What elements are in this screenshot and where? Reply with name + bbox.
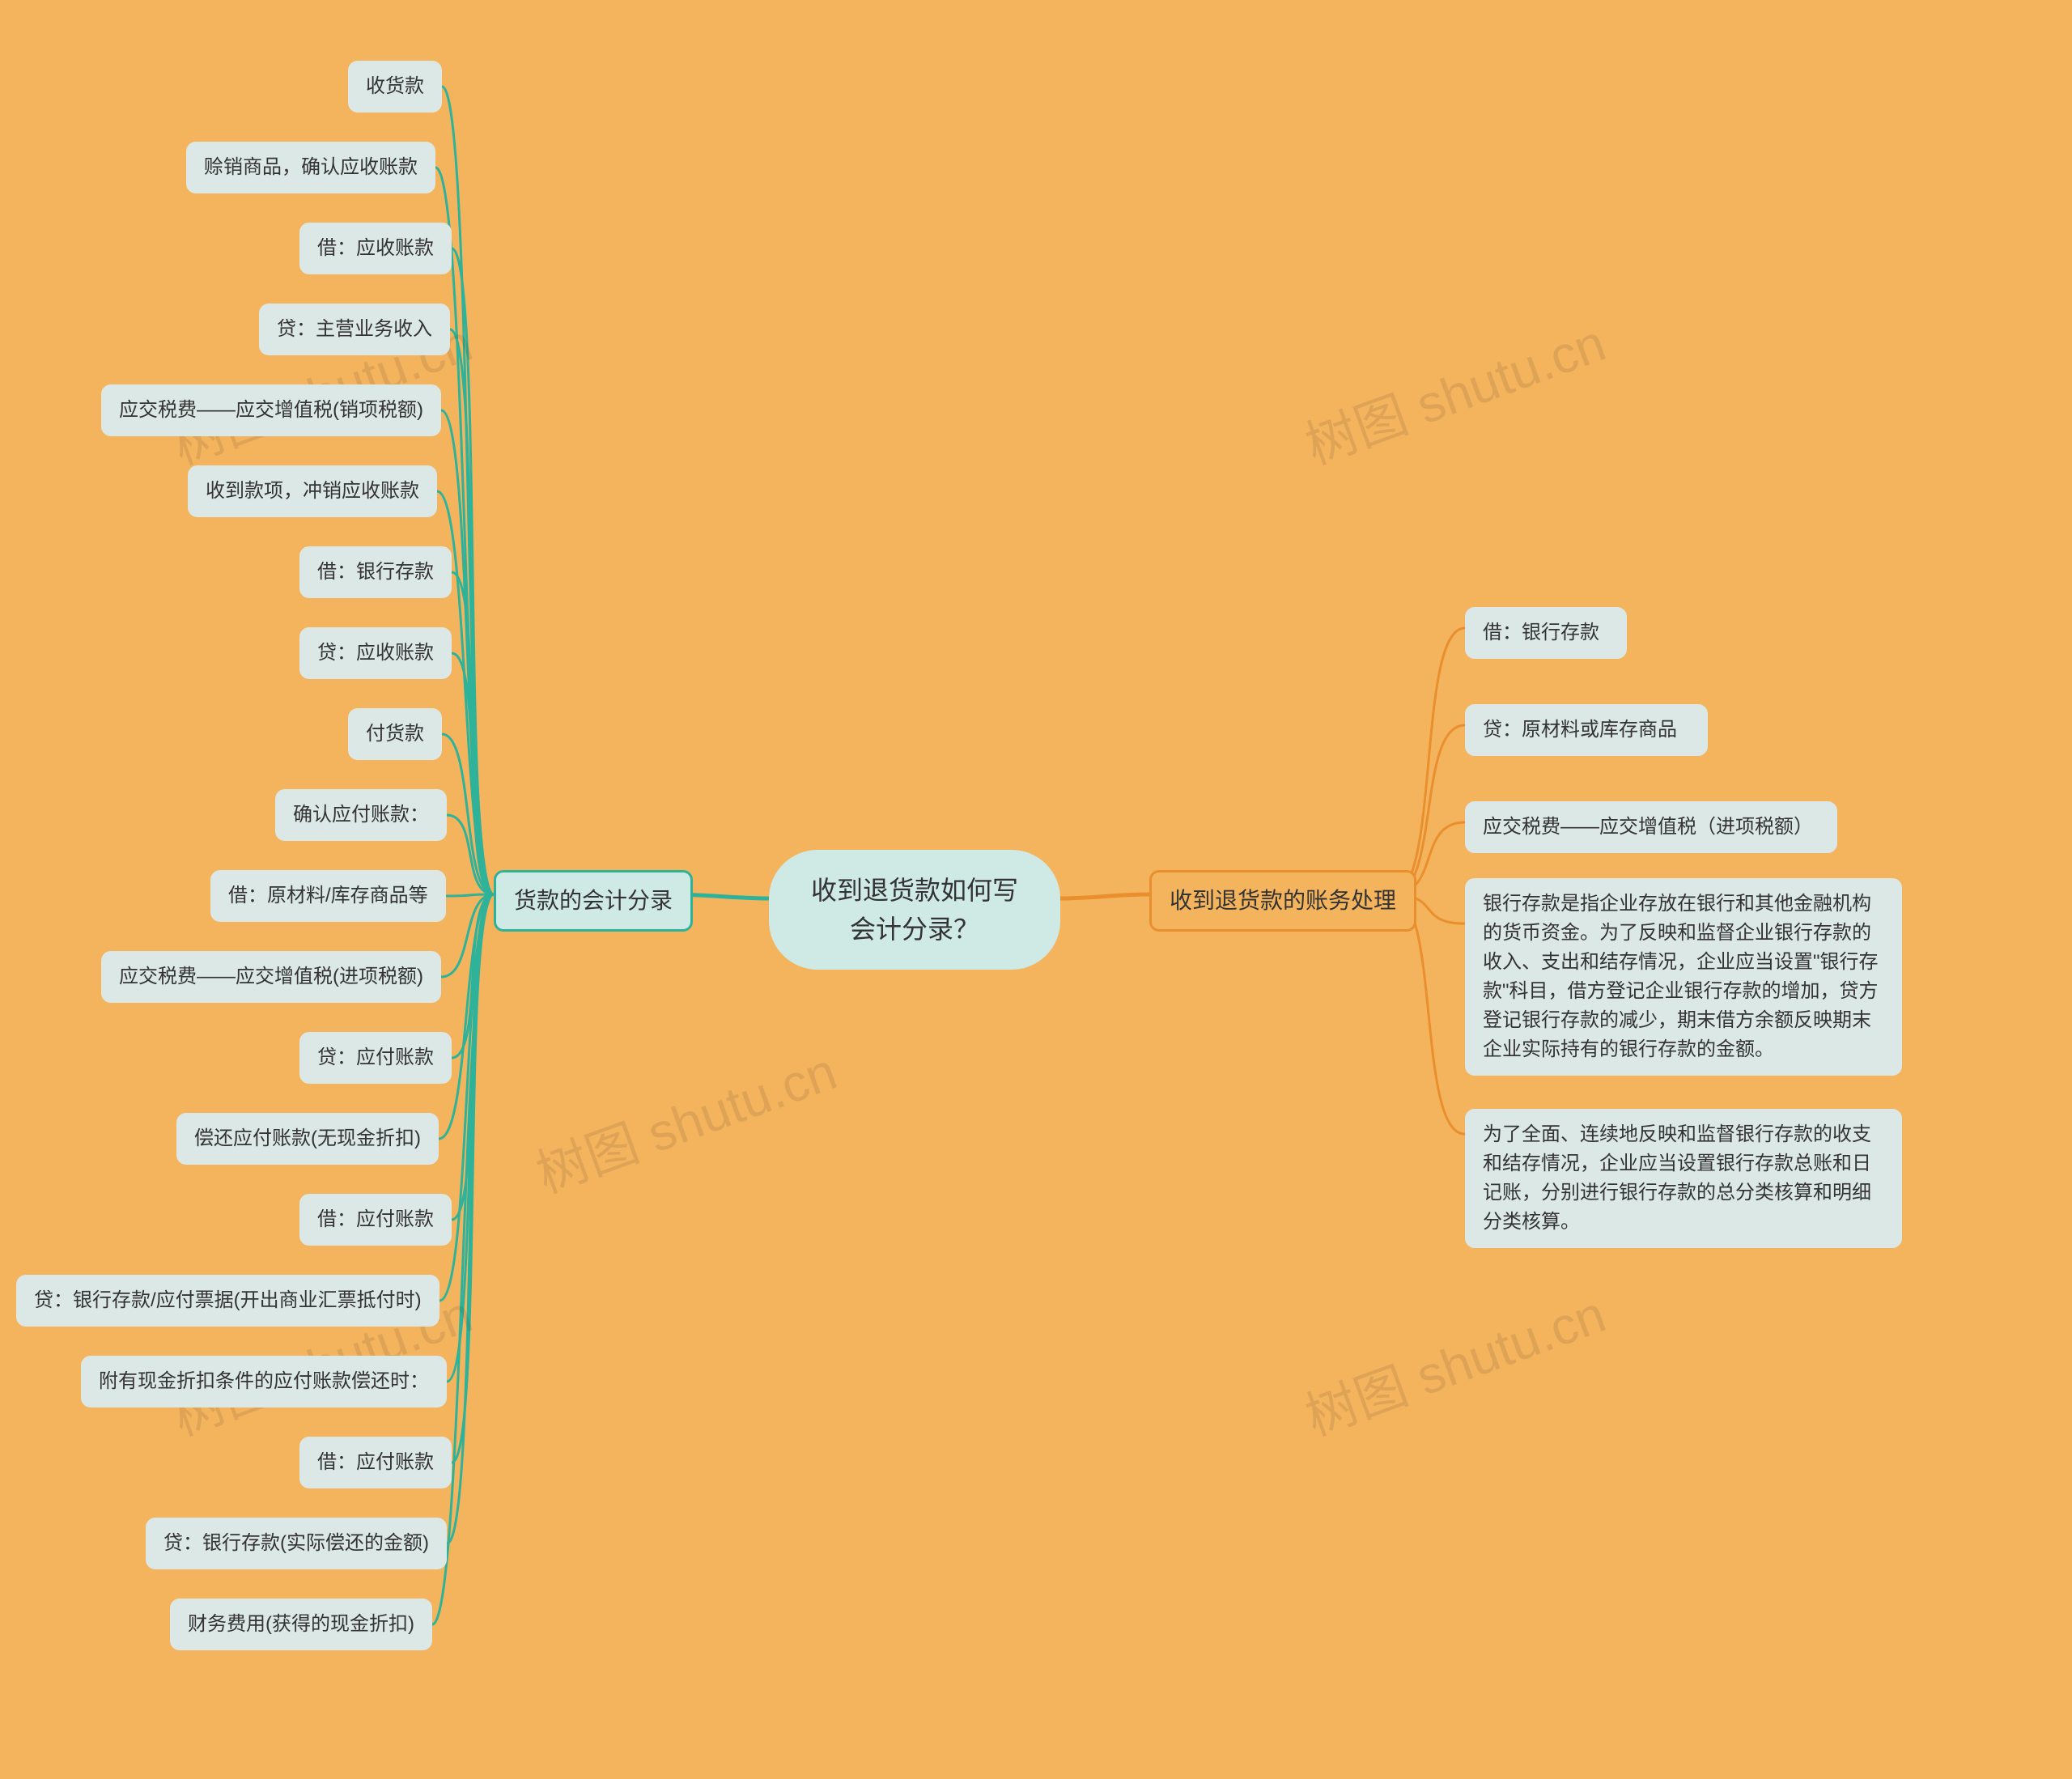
left-leaf: 贷：主营业务收入: [259, 304, 450, 355]
left-leaf: 附有现金折扣条件的应付账款偿还时：: [81, 1356, 447, 1407]
left-leaf: 借：应收账款: [299, 223, 452, 274]
left-leaf: 收到款项，冲销应收账款: [188, 465, 437, 517]
left-leaf: 借：银行存款: [299, 546, 452, 598]
left-leaf: 贷：银行存款/应付票据(开出商业汇票抵付时): [16, 1275, 439, 1327]
right-leaf: 应交税费——应交增值税（进项税额）: [1465, 801, 1837, 853]
left-leaf: 借：原材料/库存商品等: [210, 870, 446, 922]
watermark: 树图 shutu.cn: [525, 1030, 846, 1208]
left-leaf: 贷：应付账款: [299, 1032, 452, 1084]
left-leaf: 贷：应收账款: [299, 627, 452, 679]
left-leaf: 应交税费——应交增值税(进项税额): [101, 951, 441, 1003]
branch-right: 收到退货款的账务处理: [1149, 870, 1416, 932]
left-leaf: 赊销商品，确认应收账款: [186, 142, 435, 193]
right-leaf: 银行存款是指企业存放在银行和其他金融机构的货币资金。为了反映和监督企业银行存款的…: [1465, 878, 1902, 1076]
left-leaf: 贷：银行存款(实际偿还的金额): [146, 1518, 447, 1569]
right-leaf: 借：银行存款: [1465, 607, 1627, 659]
left-leaf: 偿还应付账款(无现金折扣): [176, 1113, 439, 1165]
mindmap-canvas: 树图 shutu.cn树图 shutu.cn树图 shutu.cn树图 shut…: [0, 0, 2072, 1779]
watermark: 树图 shutu.cn: [1294, 1273, 1615, 1450]
branch-left: 货款的会计分录: [494, 870, 693, 932]
left-leaf: 借：应付账款: [299, 1437, 452, 1488]
left-leaf: 收货款: [348, 61, 442, 113]
left-leaf: 确认应付账款：: [275, 789, 447, 841]
left-leaf: 付货款: [348, 708, 442, 760]
left-leaf: 财务费用(获得的现金折扣): [170, 1599, 432, 1650]
root-node: 收到退货款如何写会计分录？: [769, 850, 1060, 970]
watermark: 树图 shutu.cn: [1294, 302, 1615, 479]
right-leaf: 贷：原材料或库存商品: [1465, 704, 1708, 756]
right-leaf: 为了全面、连续地反映和监督银行存款的收支和结存情况，企业应当设置银行存款总账和日…: [1465, 1109, 1902, 1248]
left-leaf: 借：应付账款: [299, 1194, 452, 1246]
left-leaf: 应交税费——应交增值税(销项税额): [101, 384, 441, 436]
